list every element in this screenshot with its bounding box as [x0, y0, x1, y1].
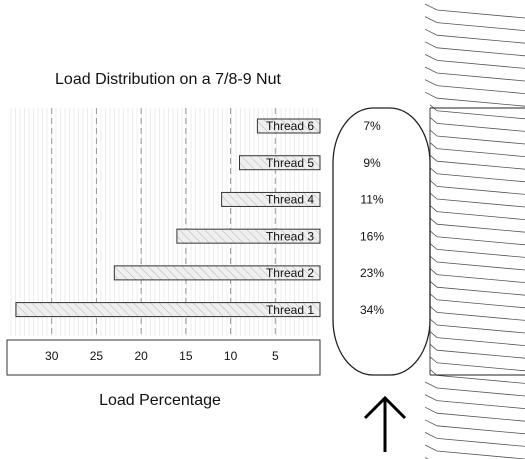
bar — [15, 302, 321, 318]
bolt-thread — [424, 444, 525, 459]
bolt-thread — [429, 356, 525, 372]
x-tick-label: 5 — [272, 349, 279, 363]
x-tick-label: 20 — [134, 349, 148, 363]
value-label: 7% — [363, 119, 381, 133]
x-tick-label: 30 — [45, 349, 59, 363]
bolt-thread — [429, 243, 525, 258]
bar-label: Thread 1 — [266, 303, 314, 317]
background — [10, 3, 525, 459]
bar — [176, 228, 321, 244]
bar — [239, 155, 321, 171]
bolt-thread — [429, 104, 525, 120]
bar-label: Thread 4 — [266, 193, 314, 207]
bolt-thread — [424, 54, 525, 69]
bolt-thread — [424, 432, 525, 447]
value-label: 9% — [363, 156, 381, 170]
arrow — [363, 395, 407, 452]
bar-label: Thread 3 — [266, 229, 314, 243]
value-label: 16% — [360, 229, 384, 243]
bolt-thread — [429, 167, 525, 183]
bolt-thread — [424, 406, 525, 422]
bolt-thread — [429, 369, 525, 384]
bar-label: Thread 5 — [266, 156, 314, 170]
bar — [256, 118, 321, 134]
x-tick-label: 15 — [179, 349, 193, 363]
value-label: 23% — [360, 266, 384, 280]
value-label: 11% — [360, 193, 383, 207]
axis-box — [6, 339, 321, 376]
x-tick-label: 10 — [224, 349, 238, 363]
chart-title: Load Distribution on a 7/8-9 Nut — [55, 71, 281, 88]
bolt-thread — [424, 16, 525, 31]
bolt-thread — [424, 419, 525, 435]
bolt-thread — [424, 28, 525, 44]
bar — [113, 265, 321, 281]
bolt-thread — [429, 331, 525, 346]
bolt-thread — [424, 3, 525, 19]
bolt-thread — [429, 230, 525, 246]
value-label: 34% — [360, 303, 384, 317]
bolt-thread — [429, 293, 525, 309]
bar-label: Thread 6 — [266, 119, 314, 133]
bar-label: Thread 2 — [266, 266, 314, 280]
bolt-thread — [429, 280, 525, 296]
bolt-thread — [424, 381, 525, 397]
bolt-thread — [429, 268, 525, 283]
bolt-thread — [429, 255, 525, 271]
bolt-thread — [424, 91, 525, 107]
bar — [221, 191, 321, 207]
x-tick-label: 25 — [90, 349, 104, 363]
bolt-thread — [429, 129, 525, 145]
bolt-thread — [429, 180, 525, 195]
bolt-thread — [424, 79, 525, 94]
bolt-thread — [429, 205, 525, 220]
bolt-thread — [429, 318, 525, 334]
bolt-thread — [429, 343, 525, 359]
bolt-thread — [429, 217, 525, 233]
bolt-thread — [429, 117, 525, 132]
bolt-thread — [424, 394, 525, 409]
bolt-thread — [429, 142, 525, 157]
bolt-thread — [429, 192, 525, 208]
x-axis-label: Load Percentage — [99, 392, 221, 409]
nut — [332, 107, 431, 376]
bolt-thread — [429, 154, 525, 170]
bolt-thread — [424, 66, 525, 82]
bolt-thread — [429, 306, 525, 321]
bolt-thread — [424, 41, 525, 57]
